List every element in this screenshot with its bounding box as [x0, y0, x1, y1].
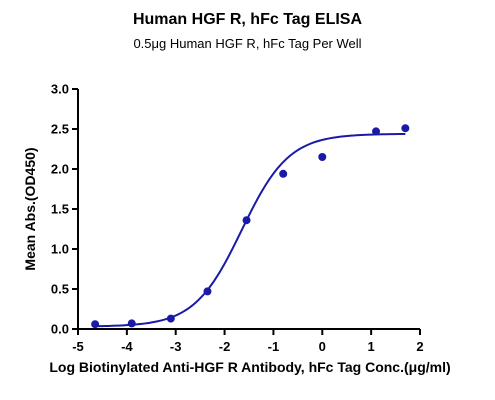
y-tick-label: 2.5 — [51, 122, 69, 137]
x-tick-label: -4 — [121, 339, 133, 354]
y-tick-label: 0.0 — [51, 322, 69, 337]
y-tick-label: 3.0 — [51, 82, 69, 97]
axes: 0.0 0.5 1.0 1.5 2.0 2.5 3.0 -5 -4 -3 -2 -1 0 1 2 — [51, 82, 424, 355]
data-point — [242, 216, 251, 225]
data-point — [401, 124, 410, 133]
x-tick-label: 2 — [416, 339, 423, 354]
y-tick-label: 1.0 — [51, 242, 69, 257]
data-point — [127, 319, 136, 328]
x-tick-label: 1 — [368, 339, 375, 354]
x-tick-label: 0 — [319, 339, 326, 354]
data-points-layer — [91, 124, 410, 329]
y-axis-label: Mean Abs.(OD450) — [22, 147, 38, 270]
x-axis-label: Log Biotinylated Anti-HGF R Antibody, hF… — [49, 359, 450, 375]
x-tick-label: -5 — [72, 339, 84, 354]
x-tick-label: -2 — [219, 339, 231, 354]
chart-title: Human HGF R, hFc Tag ELISA — [132, 11, 363, 28]
y-tick-label: 2.0 — [51, 162, 69, 177]
x-tick-label: -3 — [170, 339, 182, 354]
y-tick-label: 0.5 — [51, 282, 69, 297]
data-point — [91, 320, 100, 329]
data-point — [318, 153, 327, 161]
data-point — [279, 169, 288, 178]
data-point — [203, 287, 212, 296]
data-point — [166, 314, 175, 323]
fit-curve-line — [95, 132, 406, 328]
data-point — [372, 127, 381, 136]
y-tick-label: 1.5 — [51, 202, 69, 217]
chart-subtitle: 0.5μg Human HGF R, hFc Tag Per Well — [133, 36, 362, 51]
fit-curve-layer — [95, 132, 406, 328]
x-tick-label: -1 — [268, 339, 280, 354]
